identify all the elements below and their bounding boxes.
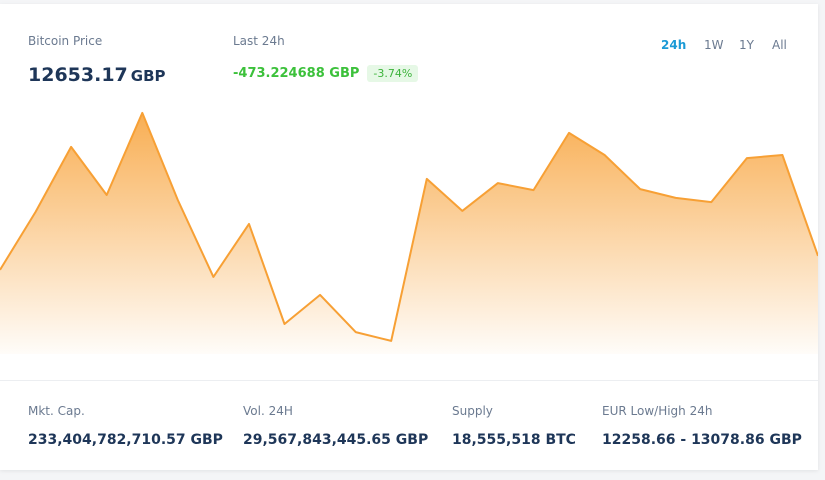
stat-label: Supply (452, 404, 493, 418)
stat-value: 12258.66 - 13078.86 GBP (602, 432, 802, 448)
change: -473.224688 GBP (233, 66, 360, 81)
chart (0, 111, 818, 355)
change-label: Last 24h (233, 34, 285, 48)
stat-label: EUR Low/High 24h (602, 404, 713, 418)
stat-label: Vol. 24H (243, 404, 293, 418)
price-box: 12653.17 GBP (28, 64, 166, 86)
stat-value: 18,555,518 BTC (452, 432, 576, 448)
stat-value: 29,567,843,445.65 GBP (243, 432, 429, 448)
price-label: Bitcoin Price (28, 34, 103, 48)
price: 12653.17 (28, 64, 128, 86)
tab[interactable]: 1Y (739, 38, 754, 52)
change-percent: -3.74% (367, 65, 419, 82)
price-line (0, 111, 818, 342)
divider (0, 380, 818, 381)
tab[interactable]: 1W (704, 38, 724, 52)
card: Bitcoin Price 12653.17 GBP Last 24h -473.… (0, 4, 818, 470)
stat-label: Mkt. Cap. (28, 404, 85, 418)
area-fill (0, 112, 818, 355)
stat-value: 233,404,782,710.57 GBP (28, 432, 223, 448)
tab[interactable]: 24h (661, 38, 687, 52)
change-box: -473.224688 GBP -3.74% (233, 65, 419, 82)
tab[interactable]: All (772, 38, 787, 52)
currency: GBP (130, 67, 166, 85)
